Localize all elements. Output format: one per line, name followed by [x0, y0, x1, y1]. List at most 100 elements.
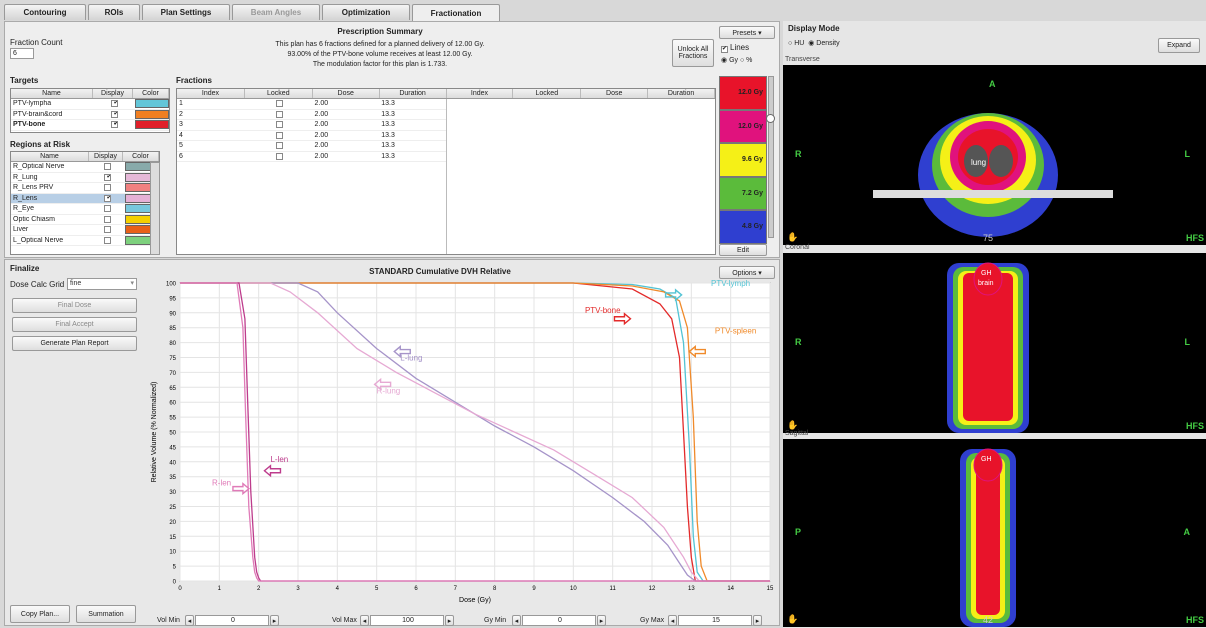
tab-optimization[interactable]: Optimization [322, 4, 410, 20]
slider-value-input[interactable]: 0 [195, 615, 269, 626]
fraction-count-input[interactable]: 6 [10, 48, 34, 59]
fraction-locked-checkbox[interactable] [276, 142, 284, 150]
roi-row[interactable]: Optic Chiasm [11, 214, 159, 225]
target-display-checkbox[interactable]: ✔ [110, 110, 118, 118]
roi-row[interactable]: Liver [11, 225, 159, 236]
roi-display-checkbox[interactable] [103, 163, 111, 171]
roi-display-checkbox[interactable]: ✔ [103, 194, 111, 202]
roi-color-swatch[interactable] [125, 172, 151, 182]
roi-display-checkbox[interactable] [103, 236, 111, 244]
unlock-all-fractions-button[interactable]: Unlock All Fractions [672, 39, 714, 67]
fraction-locked-checkbox[interactable] [276, 121, 284, 129]
fraction-locked-checkbox[interactable] [276, 100, 284, 108]
fraction-dose: 2.00 [314, 152, 329, 160]
roi-display-checkbox[interactable] [103, 226, 111, 234]
colorscale-slider-track[interactable] [768, 76, 774, 238]
copy-plan-button[interactable]: Copy Plan... [10, 605, 70, 623]
dvh-options-button[interactable]: Options ▾ [719, 266, 775, 279]
colorscale-level[interactable]: 4.8 Gy [719, 210, 767, 244]
tab-fractionation[interactable]: Fractionation [412, 4, 500, 21]
targets-row[interactable]: PTV-lympha ✔ [11, 99, 169, 110]
colorscale-level[interactable]: 12.0 Gy [719, 109, 767, 143]
roi-row[interactable]: R_Eye [11, 204, 159, 215]
colorscale-level[interactable]: 7.2 Gy [719, 176, 767, 210]
roi-color-swatch[interactable] [125, 204, 151, 214]
roi-color-swatch[interactable] [125, 225, 151, 235]
unit-radio-group[interactable]: ◉ Gy ○ % [721, 57, 753, 64]
roi-color-swatch[interactable] [125, 235, 151, 245]
slider-increment-button[interactable]: ▸ [753, 615, 762, 626]
slider-decrement-button[interactable]: ◂ [512, 615, 521, 626]
fraction-row[interactable]: 6 2.00 13.3 [177, 152, 446, 162]
roi-display-checkbox[interactable] [103, 184, 111, 192]
roi-color-swatch[interactable] [125, 183, 151, 193]
presets-button[interactable]: Presets ▾ [719, 26, 775, 39]
slice-number[interactable]: 42 [983, 615, 994, 625]
slider-value-input[interactable]: 100 [370, 615, 444, 626]
fraction-row[interactable]: 5 2.00 13.3 [177, 141, 446, 152]
roi-color-swatch[interactable] [125, 193, 151, 203]
target-color-swatch[interactable] [135, 99, 169, 109]
y-tick-label: 100 [166, 282, 177, 288]
slider-decrement-button[interactable]: ◂ [360, 615, 369, 626]
display-mode-radios[interactable]: ○ HU ◉ Density [788, 40, 840, 47]
fraction-locked-checkbox[interactable] [276, 131, 284, 139]
fraction-locked-checkbox[interactable] [276, 152, 284, 160]
targets-row[interactable]: PTV-bone ✔ [11, 120, 169, 131]
slider-increment-button[interactable]: ▸ [445, 615, 454, 626]
roi-row[interactable]: R_Lung ✔ [11, 172, 159, 183]
target-color-swatch[interactable] [135, 120, 169, 130]
pan-hand-icon[interactable]: ✋ [787, 420, 799, 430]
roi-display-checkbox[interactable]: ✔ [103, 173, 111, 181]
pan-hand-icon[interactable]: ✋ [787, 614, 799, 624]
summation-button[interactable]: Summation [76, 605, 136, 623]
slider-value-input[interactable]: 15 [678, 615, 752, 626]
target-color-swatch[interactable] [135, 109, 169, 119]
x-tick-label: 1 [218, 586, 222, 592]
roi-display-cell [89, 236, 123, 244]
slider-decrement-button[interactable]: ◂ [185, 615, 194, 626]
tab-contouring[interactable]: Contouring [4, 4, 86, 20]
tab-rois[interactable]: ROIs [88, 4, 140, 20]
colorscale-level[interactable]: 9.6 Gy [719, 143, 767, 177]
target-display-checkbox[interactable]: ✔ [110, 100, 118, 108]
roi-row[interactable]: R_Optical Nerve [11, 162, 159, 173]
target-display-checkbox[interactable]: ✔ [110, 121, 118, 129]
final-dose-button[interactable]: Final Dose [12, 298, 137, 313]
generate-plan-report-button[interactable]: Generate Plan Report [12, 336, 137, 351]
fraction-row[interactable]: 3 2.00 13.3 [177, 120, 446, 131]
roi-name: Optic Chiasm [13, 215, 56, 223]
lines-toggle[interactable]: ✔ Lines [721, 43, 749, 53]
tab-beam-angles[interactable]: Beam Angles [232, 4, 320, 20]
roi-row[interactable]: L_Optical Nerve [11, 235, 159, 246]
roi-scrollbar[interactable] [150, 162, 160, 255]
final-accept-button[interactable]: Final Accept [12, 317, 137, 332]
slider-increment-button[interactable]: ▸ [597, 615, 606, 626]
roi-row[interactable]: R_Lens PRV [11, 183, 159, 194]
lines-checkbox[interactable]: ✔ [721, 46, 728, 53]
edit-colorscale-button[interactable]: Edit [719, 244, 767, 256]
slice-number[interactable]: 75 [983, 233, 994, 243]
slider-increment-button[interactable]: ▸ [270, 615, 279, 626]
roi-row[interactable]: R_Lens ✔ [11, 193, 159, 204]
targets-row[interactable]: PTV-brain&cord ✔ [11, 109, 169, 120]
fraction-row[interactable]: 4 2.00 13.3 [177, 131, 446, 141]
dose-calc-grid-select[interactable]: fine ▾ [67, 278, 137, 290]
fraction-row[interactable]: 1 2.00 13.3 [177, 99, 446, 110]
fraction-locked-checkbox[interactable] [276, 110, 284, 118]
fraction-row[interactable]: 2 2.00 13.3 [177, 110, 446, 120]
colorscale-level[interactable]: 12.0 Gy [719, 76, 767, 110]
tab-plan-settings[interactable]: Plan Settings [142, 4, 230, 20]
slider-decrement-button[interactable]: ◂ [668, 615, 677, 626]
view-transverse[interactable]: lung R L HFS A 75 ✋ [783, 65, 1206, 245]
roi-color-swatch[interactable] [125, 162, 151, 172]
roi-display-checkbox[interactable] [103, 215, 111, 223]
roi-color-swatch[interactable] [125, 214, 151, 224]
roi-display-checkbox[interactable] [103, 205, 111, 213]
expand-button[interactable]: Expand [1158, 38, 1200, 53]
view-sagittal[interactable]: GH P A HFS 42 ✋ [783, 439, 1206, 627]
slider-value-input[interactable]: 0 [522, 615, 596, 626]
view-coronal[interactable]: GH brain R L HFS ✋ [783, 253, 1206, 433]
pan-hand-icon[interactable]: ✋ [787, 232, 799, 242]
colorscale-slider-handle[interactable] [766, 114, 775, 123]
